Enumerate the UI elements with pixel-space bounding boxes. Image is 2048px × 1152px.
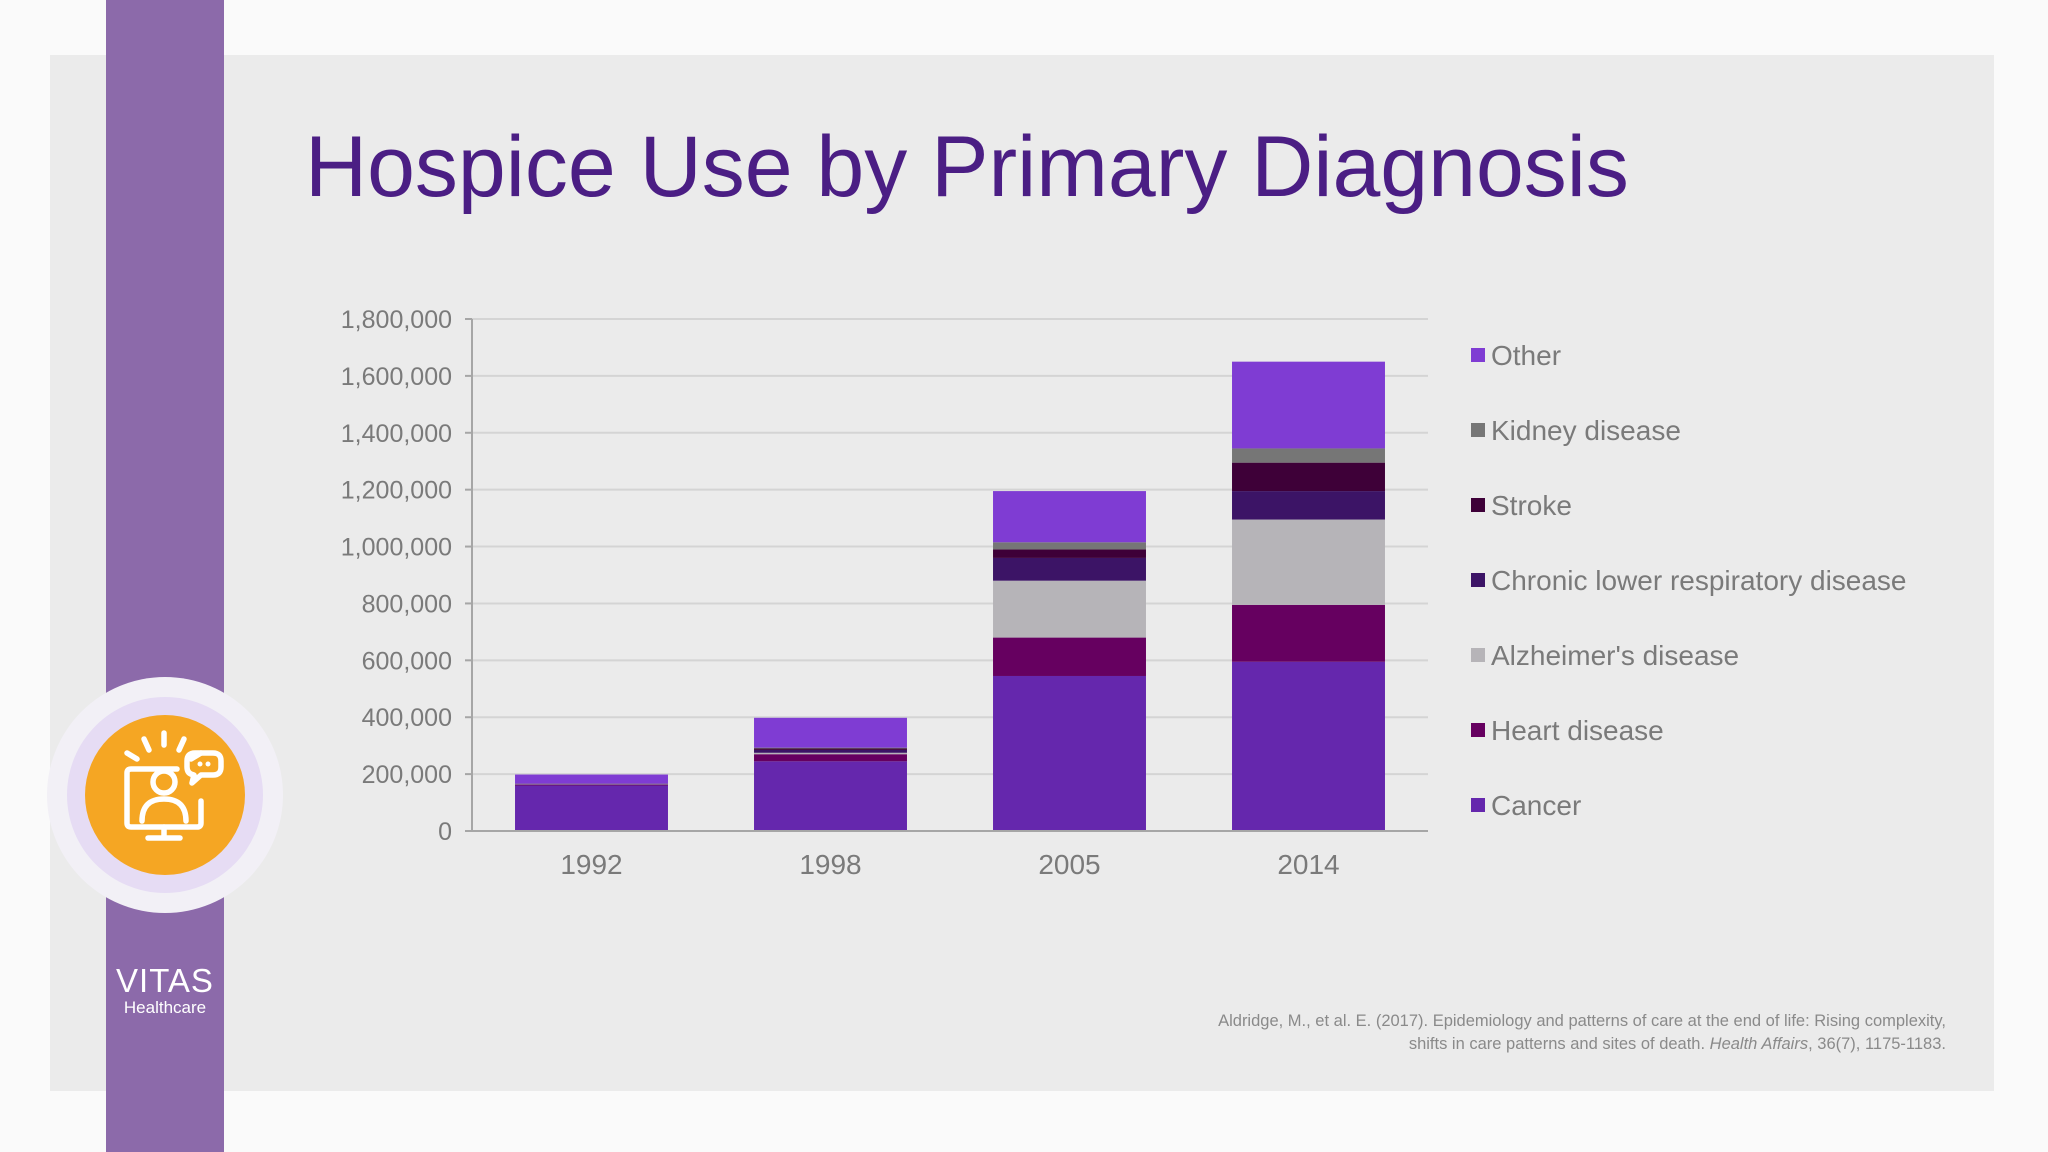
bar-segment — [515, 774, 668, 784]
bar-segment — [993, 580, 1146, 638]
bar-segment — [1232, 491, 1385, 520]
vitas-logo: VITAS Healthcare — [106, 963, 224, 1017]
bar-segment — [993, 557, 1146, 581]
bar-segment — [754, 752, 907, 755]
bar-segment — [754, 749, 907, 753]
citation-journal: Health Affairs — [1709, 1035, 1809, 1053]
legend-swatch — [1471, 498, 1485, 512]
bar-segment — [1232, 519, 1385, 605]
bar-segment — [754, 754, 907, 762]
citation-line-1: Aldridge, M., et al. E. (2017). Epidemio… — [1218, 1012, 1946, 1030]
side-band — [106, 0, 224, 1152]
legend-swatch — [1471, 798, 1485, 812]
legend-label: Heart disease — [1491, 715, 1664, 746]
y-tick-label: 800,000 — [362, 590, 452, 618]
legend-swatch — [1471, 348, 1485, 362]
y-tick-label: 1,400,000 — [341, 420, 452, 448]
x-tick-label: 1992 — [560, 849, 622, 880]
bar-segment — [993, 675, 1146, 831]
bar-segment — [1232, 462, 1385, 492]
y-tick-label: 1,800,000 — [341, 306, 452, 334]
logo-subtitle: Healthcare — [123, 998, 207, 1017]
bar-segment — [754, 761, 907, 831]
logo-brand: VITAS — [116, 962, 214, 999]
y-tick-label: 600,000 — [362, 647, 452, 675]
bars-layer — [515, 361, 1385, 831]
legend-label: Cancer — [1491, 790, 1581, 821]
citation-volume: , 36(7), 1175-1183. — [1808, 1035, 1946, 1053]
x-tick-label: 2014 — [1277, 849, 1339, 880]
page-title: Hospice Use by Primary Diagnosis — [305, 119, 1629, 215]
y-tick-label: 1,200,000 — [341, 477, 452, 505]
bar-segment — [993, 549, 1146, 558]
x-tick-label: 2005 — [1038, 849, 1100, 880]
y-tick-label: 400,000 — [362, 704, 452, 732]
y-tick-label: 200,000 — [362, 761, 452, 789]
y-tick-label: 0 — [438, 818, 452, 846]
bar-segment — [993, 491, 1146, 543]
legend-swatch — [1471, 648, 1485, 662]
axes-layer: 0 200,000 400,000 600,000 800,000 1,000,000 1,… — [341, 306, 1428, 880]
legend-swatch — [1471, 723, 1485, 737]
legend-swatch — [1471, 573, 1485, 587]
citation-text: shifts in care patterns and sites of dea… — [1408, 1035, 1710, 1053]
legend-layer: Other Kidney disease Stroke Chronic lower r… — [1471, 340, 1907, 821]
legend-label: Other — [1491, 340, 1561, 371]
x-tick-label: 1998 — [799, 849, 861, 880]
bar-segment — [1232, 661, 1385, 831]
citation-line-2: shifts in care patterns and sites of dea… — [1046, 1033, 1946, 1056]
bar-segment — [1232, 604, 1385, 662]
bar-segment — [993, 637, 1146, 676]
legend-label: Alzheimer's disease — [1491, 640, 1739, 671]
legend-label: Stroke — [1491, 490, 1572, 521]
citation: Aldridge, M., et al. E. (2017). Epidemio… — [1046, 1010, 1946, 1056]
bar-segment — [1232, 448, 1385, 463]
person-at-monitor-with-chat-icon — [45, 675, 285, 915]
y-tick-label: 1,000,000 — [341, 534, 452, 562]
bar-segment — [993, 542, 1146, 550]
y-tick-label: 1,600,000 — [341, 363, 452, 391]
bar-segment — [515, 785, 668, 831]
bar-segment — [754, 747, 907, 749]
bar-segment — [754, 717, 907, 748]
bar-segment — [754, 748, 907, 750]
legend-label: Kidney disease — [1491, 415, 1681, 446]
bar-segment — [515, 784, 668, 786]
legend-swatch — [1471, 423, 1485, 437]
bar-segment — [1232, 361, 1385, 449]
legend-label: Chronic lower respiratory disease — [1491, 565, 1907, 596]
